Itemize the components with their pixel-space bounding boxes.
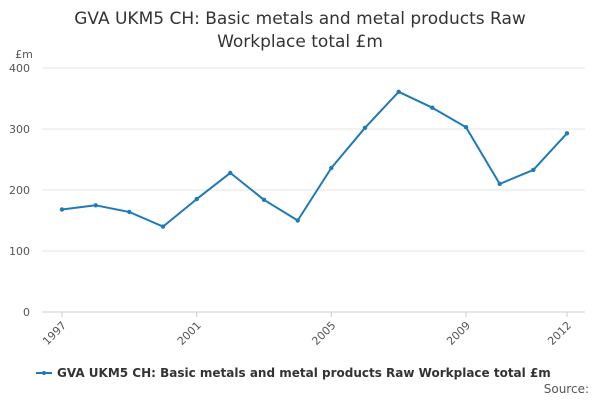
y-axis: £m 0 100 200 300 400 [9,48,33,319]
data-point [93,203,98,208]
data-point [430,105,435,110]
data-point [127,209,132,215]
y-tick-label: 200 [9,184,30,197]
data-point [497,181,502,187]
legend[interactable]: GVA UKM5 CH: Basic metals and metal prod… [36,364,551,382]
data-point [564,131,570,136]
data-point [396,89,401,95]
data-point [362,125,368,130]
x-axis: 1997 2001 2005 2009 2012 [40,311,585,348]
data-point [160,224,166,229]
y-tick-label: 400 [9,62,30,75]
legend-line-swatch [36,368,52,378]
gridlines [42,67,585,252]
data-point [261,197,267,202]
data-point [463,125,469,130]
data-point [59,207,65,212]
x-tick-label: 1997 [40,319,69,348]
data-point [329,165,334,171]
legend-label: GVA UKM5 CH: Basic metals and metal prod… [57,366,551,380]
y-tick-label: 300 [9,123,30,136]
data-point [295,218,300,223]
y-axis-label: £m [15,48,33,61]
chart-title: GVA UKM5 CH: Basic metals and metal prod… [74,9,526,52]
x-tick-label: 2005 [309,319,338,348]
x-tick-label: 2012 [545,319,574,348]
data-point [531,167,536,173]
data-point [194,196,199,202]
y-tick-label: 100 [9,245,30,258]
series-layer [59,89,570,229]
series-line [61,90,568,228]
y-tick-label: 0 [23,306,30,319]
x-tick-label: 2009 [444,319,473,348]
x-tick-label: 2001 [175,319,204,348]
data-point [228,170,233,176]
source-credit: Source: [543,382,589,396]
